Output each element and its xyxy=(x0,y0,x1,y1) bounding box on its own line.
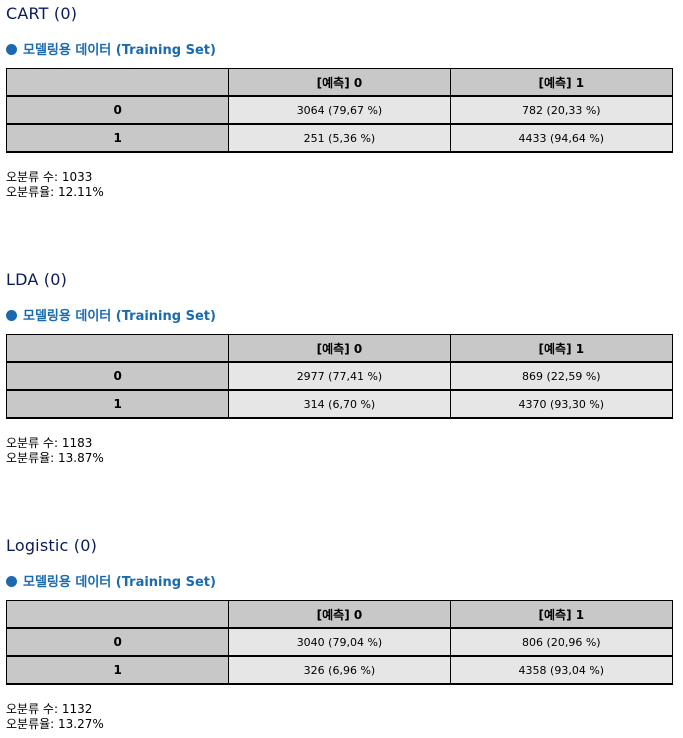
table-cell: 869 (22,59 %) xyxy=(449,361,674,391)
subtitle-text: 모델링용 데이터 (Training Set) xyxy=(23,575,216,590)
section-logistic: Logistic (0) 모델링용 데이터 (Training Set) [예측… xyxy=(0,536,683,738)
section-subtitle: 모델링용 데이터 (Training Set) xyxy=(6,571,216,590)
section-subtitle: 모델링용 데이터 (Training Set) xyxy=(6,39,216,58)
subtitle-text: 모델링용 데이터 (Training Set) xyxy=(23,43,216,58)
table-row: 0 3064 (79,67 %) 782 (20,33 %) xyxy=(5,95,674,125)
section-title: LDA (0) xyxy=(6,270,68,289)
section-title: CART (0) xyxy=(6,4,78,23)
corner-cell xyxy=(5,600,230,629)
misclassification-rate: 오분류율: 13.27% xyxy=(6,717,104,731)
row-header: 0 xyxy=(5,95,230,125)
subtitle-text: 모델링용 데이터 (Training Set) xyxy=(23,309,216,324)
row-header: 0 xyxy=(5,361,230,391)
section-cart: CART (0) 모델링용 데이터 (Training Set) [예측] 0 … xyxy=(0,4,683,224)
table-cell: 2977 (77,41 %) xyxy=(228,361,451,391)
table-cell: 806 (20,96 %) xyxy=(449,627,674,657)
column-header: [예측] 0 xyxy=(228,334,451,363)
row-header: 1 xyxy=(5,389,230,419)
table-header-row: [예측] 0 [예측] 1 xyxy=(5,68,674,97)
table-cell: 3064 (79,67 %) xyxy=(228,95,451,125)
misclassification-rate: 오분류율: 12.11% xyxy=(6,185,104,199)
section-title: Logistic (0) xyxy=(6,536,98,555)
column-header: [예측] 0 xyxy=(228,68,451,97)
column-header: [예측] 1 xyxy=(449,600,674,629)
table-cell: 782 (20,33 %) xyxy=(449,95,674,125)
table-cell: 3040 (79,04 %) xyxy=(228,627,451,657)
column-header: [예측] 1 xyxy=(449,68,674,97)
misclassification-stats: 오분류 수: 1033 오분류율: 12.11% xyxy=(6,170,104,200)
misclassification-count: 오분류 수: 1183 xyxy=(6,436,93,450)
table-row: 1 314 (6,70 %) 4370 (93,30 %) xyxy=(5,389,674,419)
misclassification-count: 오분류 수: 1132 xyxy=(6,702,93,716)
bullet-icon xyxy=(6,576,17,587)
row-header: 1 xyxy=(5,655,230,685)
column-header: [예측] 0 xyxy=(228,600,451,629)
row-header: 0 xyxy=(5,627,230,657)
misclassification-stats: 오분류 수: 1132 오분류율: 13.27% xyxy=(6,702,104,732)
bullet-icon xyxy=(6,44,17,55)
misclassification-stats: 오분류 수: 1183 오분류율: 13.87% xyxy=(6,436,104,466)
table-cell: 314 (6,70 %) xyxy=(228,389,451,419)
table-row: 1 326 (6,96 %) 4358 (93,04 %) xyxy=(5,655,674,685)
table-row: 0 3040 (79,04 %) 806 (20,96 %) xyxy=(5,627,674,657)
table-cell: 4370 (93,30 %) xyxy=(449,389,674,419)
confusion-matrix-table: [예측] 0 [예측] 1 0 3064 (79,67 %) 782 (20,3… xyxy=(5,68,674,153)
misclassification-rate: 오분류율: 13.87% xyxy=(6,451,104,465)
row-header: 1 xyxy=(5,123,230,153)
confusion-matrix-table: [예측] 0 [예측] 1 0 3040 (79,04 %) 806 (20,9… xyxy=(5,600,674,685)
corner-cell xyxy=(5,334,230,363)
misclassification-count: 오분류 수: 1033 xyxy=(6,170,93,184)
table-cell: 4433 (94,64 %) xyxy=(449,123,674,153)
table-header-row: [예측] 0 [예측] 1 xyxy=(5,600,674,629)
bullet-icon xyxy=(6,310,17,321)
column-header: [예측] 1 xyxy=(449,334,674,363)
table-cell: 4358 (93,04 %) xyxy=(449,655,674,685)
corner-cell xyxy=(5,68,230,97)
table-cell: 251 (5,36 %) xyxy=(228,123,451,153)
table-row: 1 251 (5,36 %) 4433 (94,64 %) xyxy=(5,123,674,153)
table-header-row: [예측] 0 [예측] 1 xyxy=(5,334,674,363)
table-row: 0 2977 (77,41 %) 869 (22,59 %) xyxy=(5,361,674,391)
section-lda: LDA (0) 모델링용 데이터 (Training Set) [예측] 0 [… xyxy=(0,270,683,490)
section-subtitle: 모델링용 데이터 (Training Set) xyxy=(6,305,216,324)
table-cell: 326 (6,96 %) xyxy=(228,655,451,685)
confusion-matrix-table: [예측] 0 [예측] 1 0 2977 (77,41 %) 869 (22,5… xyxy=(5,334,674,419)
